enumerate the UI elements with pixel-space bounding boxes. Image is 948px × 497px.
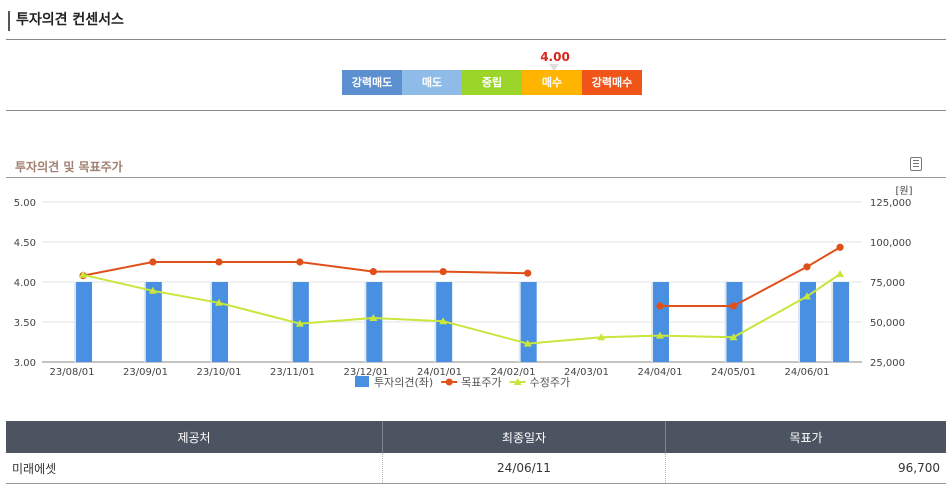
x-tick-label: 24/05/01 — [711, 367, 756, 378]
rating-segment: 중립 — [462, 70, 522, 95]
legend-marker — [445, 378, 453, 386]
target-price-point — [369, 268, 377, 276]
legend-marker — [513, 378, 522, 385]
provider-cell: 미래에셋 — [6, 453, 383, 484]
x-tick-label: 23/09/01 — [123, 367, 168, 378]
target-price-point — [803, 263, 811, 271]
y-right-tick-label: 75,000 — [870, 278, 905, 289]
x-tick-label: 23/10/01 — [197, 367, 242, 378]
adjusted-price-point — [597, 333, 606, 341]
adjusted-price-point — [439, 317, 448, 325]
target-price-cell: 96,700 — [665, 453, 946, 484]
divider — [6, 110, 946, 111]
y-right-tick-label: 125,000 — [870, 198, 911, 209]
adjusted-price-point — [656, 331, 664, 339]
opinion-bar — [366, 282, 383, 362]
table-row: 미래에셋 24/06/11 96,700 — [6, 453, 946, 484]
target-price-point — [836, 243, 844, 251]
rating-segment: 강력매수 — [582, 70, 642, 95]
y-left-tick-label: 5.00 — [14, 198, 36, 209]
target-price-point — [215, 258, 223, 266]
adjusted-price-line — [82, 273, 841, 345]
rating-segment: 매수 — [522, 70, 582, 95]
legend-label: 투자의견(좌) — [374, 376, 433, 389]
opinion-bar — [76, 282, 93, 362]
opinion-bar — [653, 282, 669, 362]
y-right-tick-label: 25,000 — [870, 358, 905, 369]
target-price-point — [524, 269, 532, 277]
date-cell: 24/06/11 — [382, 453, 666, 484]
adjusted-price-point — [803, 292, 811, 300]
current-rating-marker — [549, 64, 559, 71]
adjusted-price-point — [523, 339, 532, 347]
target-price-point — [149, 258, 157, 266]
table-header: 최종일자 — [382, 421, 666, 453]
section-title: 투자의견 컨센서스 — [8, 11, 124, 31]
opinion-target-price-chart: 5.00 4.50 4.00 3.50 3.00 125,000 100,000 75,000… — [14, 185, 913, 389]
adjusted-price-point — [729, 333, 738, 341]
opinion-bar — [726, 282, 743, 362]
target-price-point — [656, 302, 664, 310]
document-icon[interactable] — [910, 157, 922, 171]
adjusted-price-point — [215, 298, 223, 306]
x-tick-label: 23/08/01 — [50, 367, 95, 378]
divider — [6, 39, 946, 40]
adjusted-price-point — [295, 319, 304, 327]
opinion-bar — [145, 282, 162, 362]
rating-scale: 강력매도 매도 중립 매수 강력매수 — [342, 70, 642, 95]
opinion-bar — [800, 282, 816, 362]
target-price-point — [296, 258, 304, 266]
legend-swatch — [355, 376, 369, 387]
x-tick-label: 24/01/01 — [417, 367, 462, 378]
target-price-point — [439, 268, 447, 276]
target-price-line — [660, 246, 841, 307]
y-left-tick-label: 4.50 — [14, 238, 36, 249]
divider — [6, 177, 946, 178]
x-tick-label: 24/04/01 — [638, 367, 683, 378]
target-price-line — [82, 261, 528, 277]
opinion-bar — [520, 282, 537, 362]
x-tick-label: 24/02/01 — [491, 367, 536, 378]
adjusted-price-point — [79, 270, 88, 278]
target-price-point — [729, 302, 738, 310]
y-right-tick-label: 100,000 — [870, 238, 911, 249]
chart-section-title: 투자의견 및 목표주가 — [15, 160, 123, 174]
opinion-bar — [212, 282, 228, 362]
legend-label: 수정주가 — [530, 376, 570, 389]
opinion-bar — [833, 282, 850, 362]
y-left-tick-label: 4.00 — [14, 278, 36, 289]
y-right-tick-label: 50,000 — [870, 318, 905, 329]
y-left-tick-label: 3.50 — [14, 318, 36, 329]
y-left-tick-label: 3.00 — [14, 358, 36, 369]
adjusted-price-point — [836, 270, 845, 277]
legend-label: 목표주가 — [461, 376, 501, 389]
adjusted-price-point — [148, 286, 157, 294]
rating-segment: 매도 — [402, 70, 462, 95]
x-tick-label: 23/12/01 — [344, 367, 389, 378]
adjusted-price-point — [369, 314, 378, 321]
table-header: 제공처 — [6, 421, 383, 453]
x-tick-label: 24/03/01 — [564, 367, 609, 378]
y-right-unit: [원] — [895, 185, 912, 197]
x-tick-label: 23/11/01 — [270, 367, 315, 378]
consensus-table: 제공처 최종일자 목표가 미래에셋 24/06/11 96,700 — [6, 421, 946, 484]
current-rating-value: 4.00 — [540, 50, 570, 64]
x-tick-label: 24/06/01 — [785, 367, 830, 378]
table-header: 목표가 — [665, 421, 946, 453]
rating-segment: 강력매도 — [342, 70, 402, 95]
